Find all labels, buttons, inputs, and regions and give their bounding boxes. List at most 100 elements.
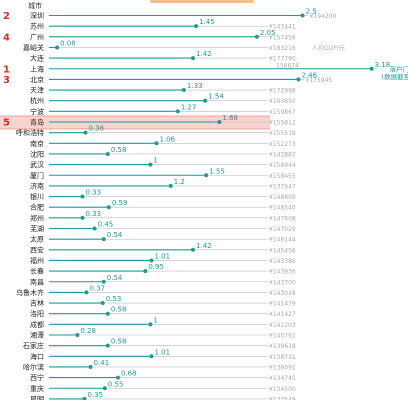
data-point	[300, 13, 305, 18]
gdp-annotation: ¥152273	[269, 141, 296, 148]
data-point	[143, 269, 148, 274]
data-point	[148, 162, 153, 167]
gdp-annotation: ¥143441	[269, 24, 296, 31]
value-label: 0.36	[89, 125, 105, 133]
data-point	[149, 258, 154, 263]
value-label: 1.42	[196, 242, 212, 250]
value-label: 1.33	[187, 82, 203, 90]
value-label: 0.37	[90, 284, 106, 292]
gdp-annotation: ¥137947	[269, 183, 296, 190]
data-point	[194, 24, 199, 29]
value-label: 1.45	[199, 18, 215, 26]
unit-note: 人均GDP/元	[312, 44, 345, 52]
rank-label: 1	[3, 64, 10, 75]
gdp-annotation: ¥194200	[310, 13, 337, 20]
value-label: 1.54	[208, 93, 224, 101]
gdp-annotation: ¥142887	[269, 151, 296, 158]
value-label: 0.08	[60, 39, 76, 47]
gdp-annotation: ¥143386	[269, 258, 296, 265]
city-label: 福州	[30, 256, 44, 265]
city-label: 天津	[30, 87, 44, 95]
value-label: 0.33	[85, 210, 101, 218]
value-label: 1.55	[209, 167, 225, 175]
data-point	[80, 215, 85, 220]
data-point	[115, 375, 120, 380]
city-label: 西安	[30, 245, 44, 254]
rank-label: 2	[3, 11, 10, 22]
data-point	[102, 386, 107, 391]
city-label: 武汉	[30, 160, 44, 169]
gdp-annotation: ¥148540	[269, 205, 296, 212]
value-label: 1.2	[174, 178, 185, 186]
data-point	[88, 364, 93, 369]
value-label: 0.58	[111, 338, 127, 346]
city-label: 呼和浩特	[16, 128, 44, 137]
value-label: 2.5	[306, 8, 317, 16]
value-label: 0.68	[121, 370, 137, 378]
city-label: 宁波	[30, 107, 44, 116]
city-label: 吉林	[30, 299, 44, 308]
data-point	[175, 109, 180, 114]
chart-rows: 2 深圳 2.5¥194200 苏州 1.45 ¥143441 4 广州 2.05¥157456…	[0, 8, 408, 400]
city-label: 湘潭	[30, 331, 44, 340]
data-point	[181, 88, 186, 93]
gdp-annotation: ¥143028	[269, 290, 296, 297]
gdp-annotation: ¥147029	[269, 226, 296, 233]
top-accent-bar	[150, 0, 254, 3]
city-label: 青岛	[30, 118, 44, 127]
data-point	[100, 301, 105, 306]
value-label: 2.46	[302, 71, 318, 79]
value-label: 1	[153, 157, 157, 165]
data-point	[204, 173, 209, 178]
city-label: 南京	[30, 139, 44, 148]
value-label: 0.45	[98, 221, 114, 229]
data-point	[369, 66, 374, 71]
city-label: 洛阳	[30, 309, 44, 318]
gdp-annotation: ¥172998	[269, 88, 296, 95]
city-label: 杭州	[30, 96, 44, 105]
city-label: 成都	[30, 320, 44, 329]
data-point	[55, 45, 60, 50]
data-point	[101, 237, 106, 242]
value-label: 1.01	[154, 252, 170, 260]
data-point	[203, 98, 208, 103]
city-label: 嘉峪关	[23, 43, 44, 52]
reference-note: (数据截至2019年底)	[382, 72, 408, 81]
gdp-annotation: ¥157456	[269, 34, 296, 41]
city-label: 西宁	[30, 373, 44, 382]
gdp-annotation: ¥134745	[269, 375, 296, 382]
data-point	[105, 343, 110, 348]
value-label: 0.58	[111, 306, 127, 314]
gdp-annotation: ¥145456	[269, 247, 296, 254]
data-point	[191, 247, 196, 252]
value-label: 0.33	[85, 189, 101, 197]
value-label: 0.53	[106, 295, 122, 303]
gdp-annotation: ¥147608	[269, 215, 296, 222]
gdp-annotation: ¥177790	[269, 56, 296, 63]
gdp-annotation: ¥139618	[269, 343, 296, 350]
gdp-annotation: ¥140761	[269, 333, 296, 340]
gdp-annotation: ¥134500	[269, 386, 296, 393]
rank-label: 5	[3, 118, 10, 129]
value-label: 0.55	[108, 380, 124, 388]
city-label: 哈尔滨	[23, 362, 44, 371]
data-point	[191, 56, 196, 61]
value-label: 1.01	[154, 348, 170, 356]
city-label: 合肥	[30, 203, 44, 212]
data-point	[105, 311, 110, 316]
data-point	[84, 290, 89, 295]
value-label: 0.59	[112, 199, 128, 207]
data-point	[217, 120, 222, 124]
data-point	[296, 77, 301, 82]
gdp-annotation: ¥159867	[269, 109, 296, 116]
data-point	[92, 226, 97, 231]
gdp-annotation: ¥143936	[269, 269, 296, 276]
data-point	[83, 130, 88, 135]
value-label: 0.58	[111, 146, 127, 154]
gdp-annotation: ¥141203	[269, 322, 296, 329]
value-label: 0.35	[88, 391, 104, 399]
city-label: 沈阳	[30, 149, 44, 158]
gdp-annotation: ¥143700	[269, 279, 296, 286]
column-header: 城市	[28, 1, 42, 10]
